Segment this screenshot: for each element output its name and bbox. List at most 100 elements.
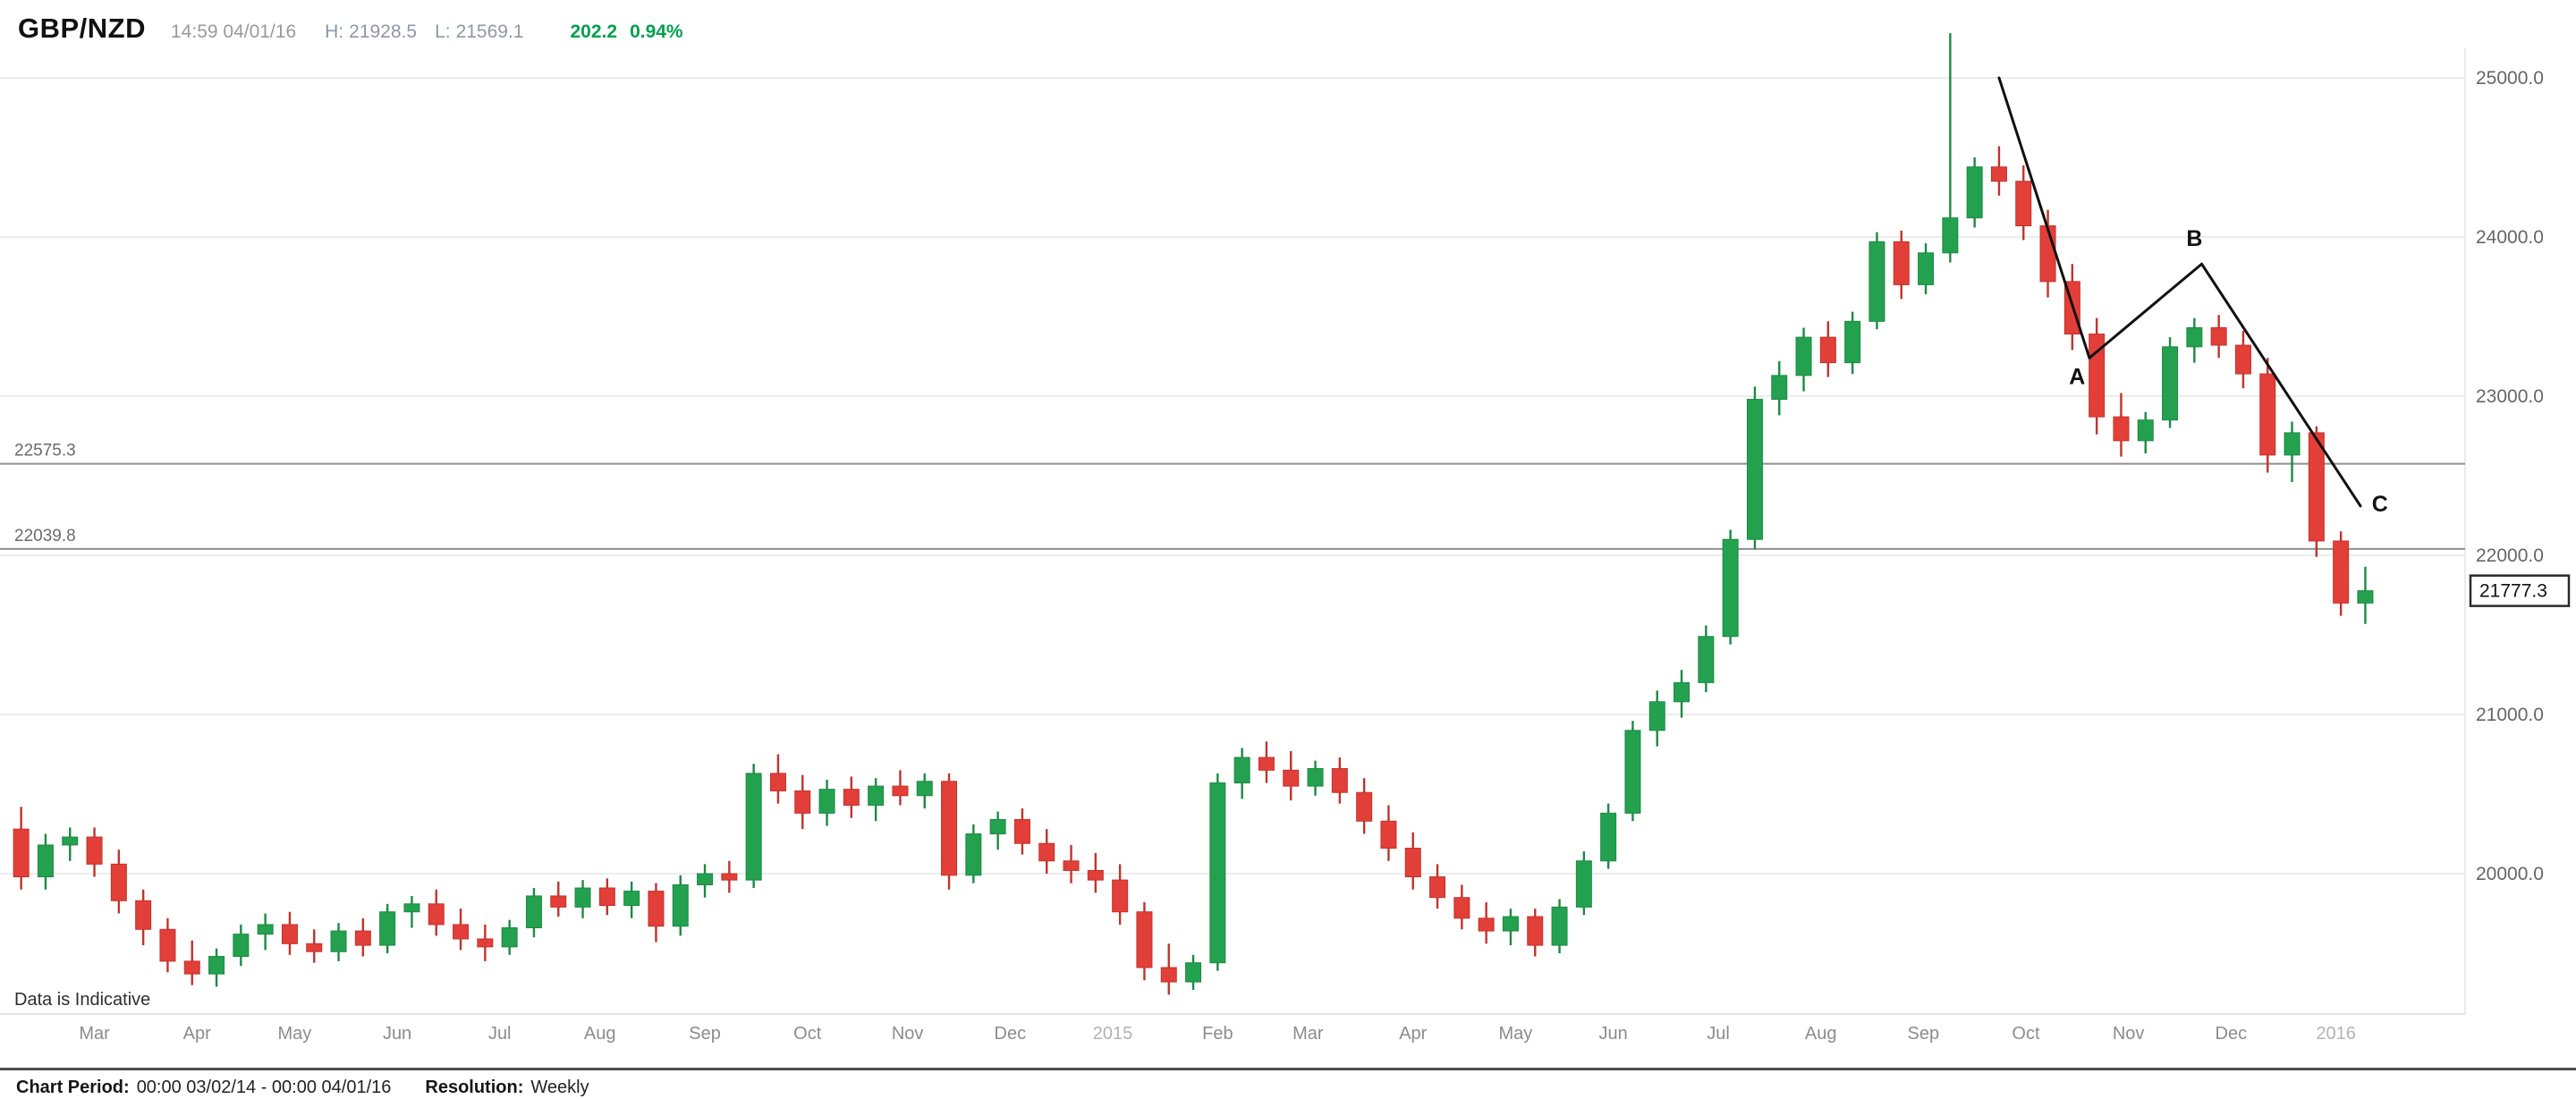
candle	[941, 773, 958, 890]
price-axis-label: 24000.0	[2476, 227, 2544, 248]
candle	[110, 850, 127, 914]
candle	[1087, 852, 1104, 893]
candle-body	[1453, 897, 1470, 919]
annotation-label: C	[2372, 492, 2388, 517]
candle-body	[453, 924, 470, 940]
annotation-label: B	[2186, 226, 2202, 251]
chart-period-label: Chart Period:	[16, 1078, 130, 1097]
candle-body	[1478, 917, 1495, 932]
candle	[598, 878, 615, 916]
x-axis-label: Sep	[1908, 1024, 1940, 1044]
candle-body	[1918, 252, 1935, 285]
candle	[965, 824, 982, 883]
candle-body	[1795, 336, 1812, 376]
x-axis-label: Aug	[584, 1024, 616, 1044]
candle-body	[1209, 782, 1226, 964]
candle	[2284, 421, 2301, 483]
candle-body	[1942, 217, 1959, 254]
candle	[1233, 748, 1250, 799]
candle	[2357, 566, 2374, 624]
candle	[1209, 773, 1226, 971]
candle-body	[1648, 701, 1665, 731]
candle-body	[62, 836, 79, 846]
candle	[2234, 331, 2251, 389]
candle-body	[110, 863, 127, 901]
candle	[1698, 625, 1715, 693]
candle-body	[843, 789, 860, 806]
candle-body	[1746, 399, 1763, 540]
candle-body	[574, 887, 591, 908]
candle-body	[37, 844, 54, 878]
chart-footer: Chart Period: 00:00 03/02/14 - 00:00 04/0…	[0, 1068, 2576, 1099]
candle	[2015, 165, 2032, 241]
candle	[208, 948, 225, 987]
price-axis-label: 21000.0	[2476, 705, 2544, 725]
candle-body	[2186, 326, 2203, 348]
candle-body	[233, 934, 250, 958]
candle-body	[1990, 166, 2007, 182]
candle-body	[769, 773, 786, 791]
candle	[1258, 741, 1275, 783]
annotation-line	[2200, 262, 2362, 508]
x-axis-label: Jun	[383, 1024, 411, 1044]
candle-body	[501, 927, 518, 948]
candle	[989, 811, 1006, 850]
chart-period-value: 00:00 03/02/14 - 00:00 04/01/16	[136, 1078, 392, 1097]
candle-body	[1283, 769, 1300, 787]
candle	[1112, 864, 1129, 925]
candle-body	[281, 924, 298, 944]
candle-body	[1258, 757, 1275, 771]
candle	[453, 909, 470, 951]
candle-body	[330, 930, 347, 952]
candle-body	[2015, 181, 2032, 227]
x-axis-label: Mar	[79, 1024, 110, 1044]
candle	[62, 827, 79, 861]
candle	[1185, 954, 1202, 990]
candle	[13, 807, 30, 890]
candle	[697, 864, 714, 898]
candle	[672, 875, 689, 936]
candle	[159, 917, 176, 973]
x-axis-label: Sep	[689, 1024, 721, 1044]
candle-body	[2357, 590, 2374, 604]
candle-body	[697, 873, 714, 885]
x-axis-label: Nov	[2113, 1024, 2145, 1044]
candle	[916, 773, 933, 809]
candle	[1771, 360, 1788, 416]
x-axis-label: Jun	[1598, 1024, 1627, 1044]
x-axis-label: Mar	[1292, 1024, 1324, 1044]
candle-body	[550, 895, 567, 908]
candle	[428, 889, 445, 936]
candle	[1429, 864, 1446, 909]
candle-body	[2039, 225, 2056, 283]
candle-body	[1600, 812, 1617, 862]
candle-body	[1038, 842, 1055, 862]
candle	[1918, 243, 1935, 295]
candle-body	[2284, 432, 2301, 456]
candle	[843, 776, 860, 818]
candle	[2186, 317, 2203, 363]
candle-body	[1722, 538, 1739, 638]
candle	[86, 827, 103, 877]
candle	[525, 888, 542, 938]
candle-body	[1575, 860, 1592, 908]
x-axis-label: Dec	[2216, 1024, 2248, 1044]
x-axis-label: 2016	[2316, 1024, 2356, 1044]
candle	[1136, 902, 1153, 981]
candlestick-chart[interactable]: 25000.0 24000.0 23000.0 22000.0 21000.0 20000…	[0, 33, 2576, 1068]
low-label: L:	[435, 21, 451, 42]
candle-body	[1502, 916, 1519, 932]
candle	[769, 754, 786, 804]
candle-body	[1819, 336, 1836, 364]
x-axis-label: Apr	[1399, 1024, 1427, 1044]
candle-body	[428, 903, 445, 926]
candle-body	[183, 960, 200, 975]
x-axis-label: Oct	[793, 1024, 822, 1044]
indicative-watermark: Data is Indicative	[14, 990, 150, 1010]
candle	[2162, 337, 2179, 428]
candle-body	[1551, 906, 1568, 946]
annotation-line	[2088, 262, 2204, 359]
candle-body	[1063, 860, 1080, 871]
last-price-label: 21777.3	[2479, 581, 2547, 602]
candle	[1038, 829, 1055, 874]
